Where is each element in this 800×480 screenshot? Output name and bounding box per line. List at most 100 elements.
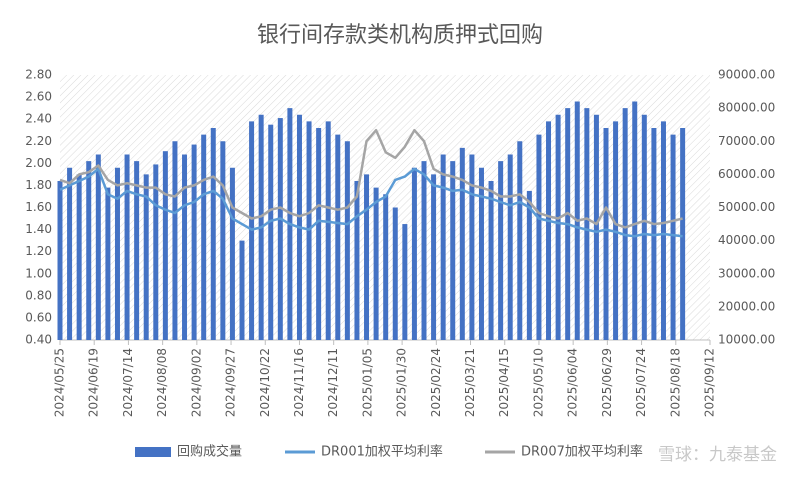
bar [517, 141, 523, 340]
y-tick-label: 2.00 [25, 156, 52, 170]
bar [344, 141, 350, 340]
x-tick-label: 2025/09/12 [703, 348, 717, 417]
y-tick-label: 0.60 [25, 310, 52, 324]
y2-tick-label: 70000.00 [718, 134, 775, 148]
x-tick-label: 2024/11/16 [292, 348, 306, 417]
x-tick-label: 2025/04/15 [497, 348, 511, 417]
bar [632, 101, 638, 340]
y-tick-label: 2.20 [25, 134, 52, 148]
bar [498, 161, 504, 340]
x-tick-label: 2025/07/24 [634, 348, 648, 417]
bar [536, 134, 542, 340]
y2-tick-label: 60000.00 [718, 167, 775, 181]
x-tick-label: 2024/05/25 [53, 348, 67, 417]
y-tick-label: 1.60 [25, 200, 52, 214]
y2-tick-label: 20000.00 [718, 299, 775, 313]
bar [95, 154, 101, 340]
x-tick-label: 2025/06/29 [600, 348, 614, 417]
y-tick-label: 1.40 [25, 222, 52, 236]
bar [105, 187, 111, 340]
x-tick-label: 2025/05/10 [531, 348, 545, 417]
bar [411, 167, 417, 340]
line [59, 167, 683, 238]
bar [57, 181, 63, 340]
legend-swatch [135, 447, 171, 457]
bar [364, 174, 370, 340]
x-tick-label: 2024/08/08 [155, 348, 169, 417]
bar [431, 174, 437, 340]
bar [546, 121, 552, 340]
bar [182, 154, 188, 340]
bar [421, 161, 427, 340]
x-tick-label: 2025/02/24 [429, 348, 443, 417]
bar [680, 128, 686, 340]
y2-tick-label: 10000.00 [718, 333, 775, 347]
bar [440, 154, 446, 340]
legend-label: DR007加权平均利率 [521, 444, 643, 460]
y2-tick-label: 80000.00 [718, 101, 775, 115]
bar [641, 114, 647, 340]
y2-tick-label: 50000.00 [718, 200, 775, 214]
bar [335, 134, 341, 340]
y-tick-label: 2.60 [25, 90, 52, 104]
bar [114, 167, 120, 340]
y-tick-label: 2.40 [25, 112, 52, 126]
bar [593, 114, 599, 340]
bar [354, 181, 360, 340]
bar [191, 144, 197, 340]
x-tick-label: 2025/03/21 [463, 348, 477, 417]
x-tick-label: 2025/06/04 [566, 348, 580, 417]
bar [134, 161, 140, 340]
bar [584, 108, 590, 340]
x-tick-label: 2024/12/11 [326, 348, 340, 417]
y-tick-label: 1.00 [25, 266, 52, 280]
legend-label: DR001加权平均利率 [321, 444, 443, 460]
chart-title: 银行间存款类机构质押式回购 [257, 23, 543, 48]
bar [201, 134, 207, 340]
bar [670, 134, 676, 340]
bar [488, 181, 494, 340]
bar [373, 187, 379, 340]
bar [316, 128, 322, 340]
bar [86, 161, 92, 340]
bar [143, 174, 149, 340]
x-tick-label: 2024/06/19 [87, 348, 101, 417]
bar [660, 121, 666, 340]
bar [67, 167, 73, 340]
bar [76, 174, 82, 340]
bar [172, 141, 178, 340]
bar [555, 114, 561, 340]
x-tick-label: 2025/01/30 [395, 348, 409, 417]
x-tick-label: 2024/07/14 [121, 348, 135, 417]
bar [392, 207, 398, 340]
bar [478, 167, 484, 340]
bar [239, 240, 245, 340]
bar [507, 154, 513, 340]
bar [459, 147, 465, 340]
bar [325, 121, 331, 340]
bar [220, 141, 226, 340]
y-tick-label: 2.80 [25, 68, 52, 82]
y-tick-label: 1.20 [25, 244, 52, 258]
x-tick-label: 2024/09/27 [224, 348, 238, 417]
bar [229, 167, 235, 340]
bar [450, 161, 456, 340]
x-tick-label: 2024/10/22 [258, 348, 272, 417]
bar [622, 108, 628, 340]
y2-tick-label: 90000.00 [718, 68, 775, 82]
bar [526, 190, 532, 340]
y-tick-label: 0.80 [25, 288, 52, 302]
bar [162, 151, 168, 340]
bar [383, 194, 389, 340]
bar [210, 128, 216, 340]
y-tick-label: 1.80 [25, 178, 52, 192]
watermark: 雪球：九泰基金 [658, 445, 777, 465]
bar [469, 154, 475, 340]
bar [124, 154, 130, 340]
bar [603, 128, 609, 340]
y-tick-label: 0.40 [25, 333, 52, 347]
x-tick-label: 2025/08/18 [668, 348, 682, 417]
bar [277, 118, 283, 340]
bar [402, 224, 408, 340]
